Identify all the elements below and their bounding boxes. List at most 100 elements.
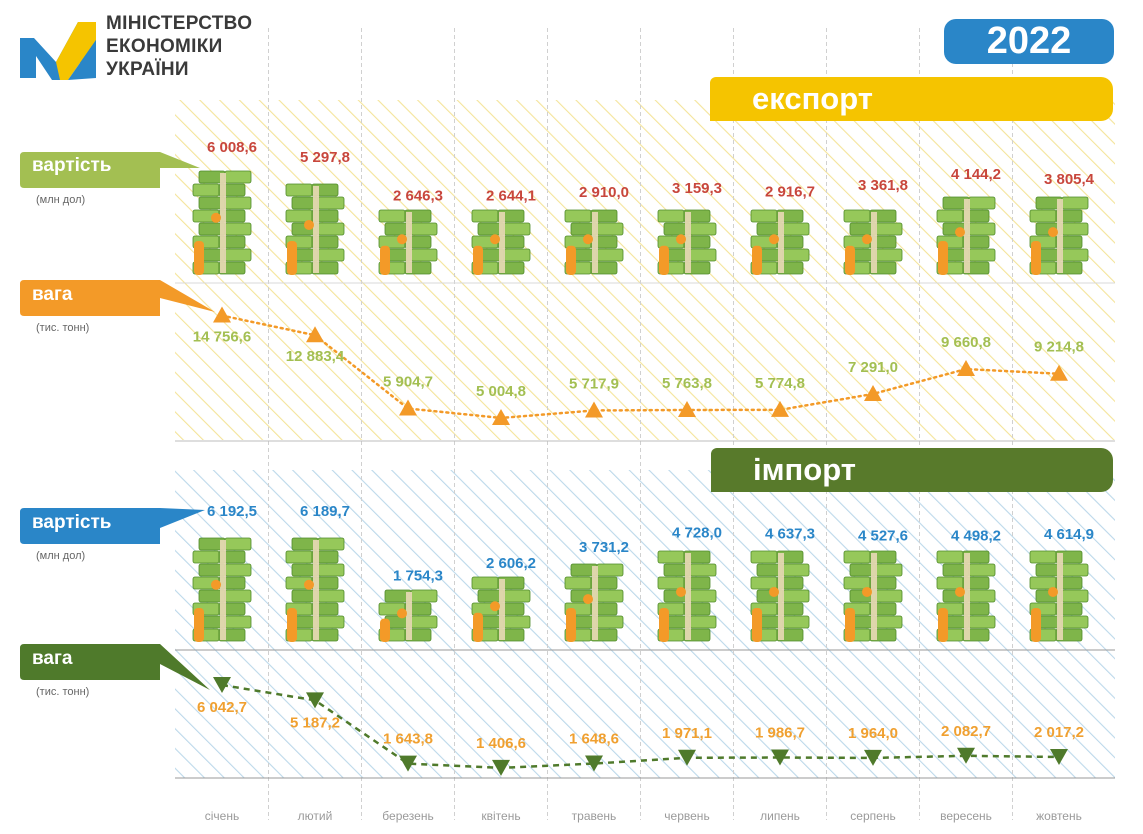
import-value-label-shape (20, 508, 205, 544)
import-value-label: 4 498,2 (951, 528, 1001, 545)
import-weight-unit: (тис. тонн) (36, 686, 90, 698)
import-weight-label: 2 082,7 (941, 723, 991, 740)
import-value-label: 2 606,2 (486, 555, 536, 572)
import-weight-label: 1 648,6 (569, 731, 619, 748)
export-weight-label: 5 717,9 (569, 375, 619, 392)
import-value-label: 6 189,7 (300, 503, 350, 520)
import-weight-point (1050, 748, 1068, 765)
import-value-label: 3 731,2 (579, 539, 629, 556)
import-value-label: 6 192,5 (207, 503, 257, 520)
export-weight-label: 5 774,8 (755, 375, 805, 392)
import-weight-label: 5 187,2 (290, 714, 340, 731)
logo-line-1: МІНІСТЕРСТВО (106, 13, 253, 34)
export-value-label: 2 644,1 (486, 188, 536, 205)
import-banner: імпорт (711, 448, 1113, 492)
export-value-bar (1029, 196, 1089, 275)
export-weight-point (678, 400, 696, 417)
import-weight-label-shape (20, 644, 210, 690)
x-tick-label: жовтень (1036, 809, 1082, 823)
x-tick-label: лютий (298, 809, 333, 823)
logo-line-3: УКРАЇНИ (106, 59, 189, 80)
export-value-label: 3 805,4 (1044, 171, 1095, 188)
export-weight-line (220, 314, 1061, 420)
export-value-bar (843, 209, 903, 275)
import-value-label: 4 728,0 (672, 524, 722, 541)
export-value-label: 2 646,3 (393, 188, 443, 205)
export-value-bar (564, 209, 624, 275)
export-value-label: 6 008,6 (207, 139, 257, 156)
month-gridlines (268, 28, 1013, 820)
import-value-label: 4 527,6 (858, 527, 908, 544)
export-value-bar (192, 170, 252, 275)
export-weight-point (771, 400, 789, 417)
export-weight-label: 5 904,7 (383, 374, 433, 391)
export-weight-point (492, 408, 510, 425)
import-value-unit: (млн дол) (36, 550, 86, 562)
import-weight-point (864, 749, 882, 766)
export-weight-label-shape (20, 280, 215, 316)
import-weight-point (678, 749, 696, 766)
x-tick-label: червень (664, 809, 709, 823)
export-value-bar (657, 209, 717, 275)
x-tick-label: квітень (481, 809, 520, 823)
import-weight-point (213, 677, 231, 694)
export-weight-label: 9 214,8 (1034, 339, 1084, 356)
export-value-bar (750, 209, 810, 275)
export-value-label: 4 144,2 (951, 166, 1001, 183)
import-weight-label: 2 017,2 (1034, 724, 1084, 741)
import-value-bar (471, 576, 531, 642)
import-value-bar (192, 537, 252, 642)
import-value-bar (378, 589, 438, 642)
import-value-bar (285, 537, 345, 642)
import-value-bar (657, 550, 717, 642)
export-weight-label: вага (32, 284, 73, 305)
export-weight-label: 14 756,6 (193, 329, 251, 346)
export-value-unit: (млн дол) (36, 194, 86, 206)
import-value-label: 4 614,9 (1044, 526, 1094, 543)
import-weight-label: вага (32, 648, 73, 669)
import-value-label: 1 754,3 (393, 568, 443, 585)
export-weight-point (864, 384, 882, 401)
export-weight-label: 12 883,4 (286, 348, 345, 365)
import-weight-label: 1 986,7 (755, 725, 805, 742)
export-value-bar (471, 209, 531, 275)
export-banner: експорт (710, 77, 1113, 121)
import-value-label: вартість (32, 512, 112, 533)
export-weight-point (1050, 364, 1068, 381)
export-weight-label: 5 763,8 (662, 375, 712, 392)
import-weight-label: 1 406,6 (476, 735, 526, 752)
export-value-label: 5 297,8 (300, 149, 350, 166)
x-tick-label: травень (572, 809, 617, 823)
import-value-bar (843, 550, 903, 642)
import-value-bar (564, 563, 624, 642)
export-value-label: 2 916,7 (765, 184, 815, 201)
x-tick-label: березень (382, 809, 433, 823)
x-tick-label: вересень (940, 809, 992, 823)
export-weight-label: 9 660,8 (941, 334, 991, 351)
export-hatch-area (175, 100, 1115, 440)
import-weight-point (306, 692, 324, 709)
year-badge: 2022 (944, 19, 1114, 64)
export-value-bar (936, 196, 996, 275)
import-weight-point (957, 747, 975, 764)
import-weight-label: 1 971,1 (662, 725, 712, 742)
import-weight-label: 1 643,8 (383, 731, 433, 748)
import-weight-label: 6 042,7 (197, 699, 247, 716)
import-value-bar (1029, 550, 1089, 642)
export-weight-label: 7 291,0 (848, 359, 898, 376)
export-weight-point (957, 360, 975, 377)
import-value-label: 4 637,3 (765, 526, 815, 543)
export-value-label-shape (20, 152, 200, 188)
import-weight-point (399, 755, 417, 772)
export-weight-point (306, 326, 324, 343)
import-hatch-area (175, 470, 1115, 778)
logo-line-2: ЕКОНОМІКИ (106, 36, 223, 57)
export-value-bar (285, 183, 345, 275)
x-tick-label: липень (760, 809, 800, 823)
export-weight-point (585, 401, 603, 418)
export-weight-point (399, 399, 417, 416)
import-weight-line (221, 683, 1060, 770)
import-value-bar (936, 550, 996, 642)
